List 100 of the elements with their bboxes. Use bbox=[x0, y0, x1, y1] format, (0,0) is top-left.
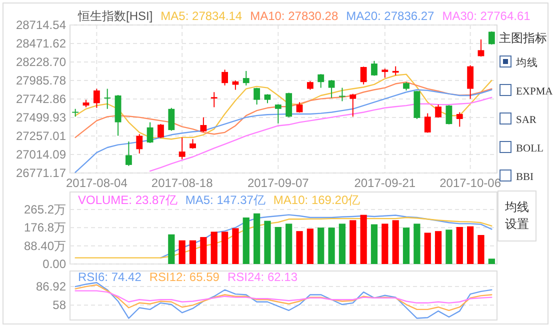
candlestick bbox=[104, 88, 111, 110]
y-tick-label: 88.40万 bbox=[24, 238, 66, 253]
line-series bbox=[74, 89, 492, 173]
bar bbox=[350, 220, 356, 264]
candlestick bbox=[488, 30, 495, 46]
candlestick bbox=[467, 64, 474, 100]
candlestick bbox=[168, 107, 175, 132]
line-series bbox=[160, 214, 492, 258]
bar bbox=[264, 220, 271, 264]
text: MA5: 27834.14 bbox=[160, 9, 242, 23]
candlestick bbox=[350, 93, 356, 118]
line-series bbox=[74, 284, 492, 311]
bar bbox=[392, 220, 399, 264]
series-label: MA5: 147.37亿 bbox=[185, 193, 266, 207]
candlestick bbox=[446, 104, 452, 125]
text: VOLUME: 23.87亿 bbox=[78, 193, 178, 207]
text: BBI bbox=[516, 172, 534, 183]
candlestick bbox=[136, 134, 143, 154]
y-tick-label: 28714.54 bbox=[16, 18, 66, 32]
x-tick-label: 2017-09-21 bbox=[354, 176, 416, 190]
bar bbox=[338, 224, 346, 264]
candlestick bbox=[286, 92, 292, 118]
bar bbox=[360, 214, 367, 264]
candlestick bbox=[318, 74, 324, 88]
bar bbox=[370, 224, 378, 264]
candlestick bbox=[200, 116, 207, 132]
candlestick bbox=[392, 66, 399, 76]
bar bbox=[382, 224, 388, 264]
series-label: RSI24: 62.13 bbox=[227, 270, 298, 284]
bar bbox=[274, 226, 282, 264]
candlestick bbox=[478, 38, 484, 58]
y-tick-label: 0.00 bbox=[42, 257, 66, 271]
candlestick bbox=[274, 104, 282, 124]
y-tick-label: 27014.09 bbox=[16, 148, 66, 162]
bar bbox=[242, 218, 250, 264]
y-tick-label: 86.92 bbox=[36, 280, 66, 294]
series-label: MA10: 169.20亿 bbox=[273, 193, 360, 207]
y-tick-label: 265.2万 bbox=[24, 202, 66, 216]
candlestick bbox=[328, 80, 335, 98]
candlestick bbox=[210, 92, 218, 108]
candlestick bbox=[424, 112, 431, 134]
text: MA20: 27836.27 bbox=[346, 9, 435, 23]
bar bbox=[424, 232, 431, 264]
bar bbox=[254, 213, 260, 264]
candlestick bbox=[93, 88, 100, 108]
candlestick bbox=[146, 122, 154, 144]
candlestick bbox=[158, 123, 164, 139]
candlestick bbox=[371, 60, 378, 76]
text: MA30: 27764.61 bbox=[442, 9, 531, 23]
candlestick bbox=[190, 138, 196, 150]
y-tick-label: 28228.70 bbox=[16, 55, 66, 69]
text: 主图指标 bbox=[499, 31, 547, 45]
bar bbox=[306, 228, 314, 264]
candlestick bbox=[296, 102, 303, 114]
candlestick bbox=[456, 112, 463, 128]
y-tick-label: 58 bbox=[52, 298, 66, 312]
bar bbox=[210, 232, 218, 264]
y-tick-label: 28471.62 bbox=[16, 36, 66, 50]
y-tick-label: 27985.78 bbox=[16, 74, 66, 88]
y-tick-label: 27257.01 bbox=[16, 129, 66, 143]
bar bbox=[467, 226, 474, 264]
bar bbox=[414, 224, 420, 264]
candlestick bbox=[222, 69, 228, 86]
series-label: RSI6: 74.42 bbox=[78, 270, 142, 284]
chart-title: 恒生指数[HSI] bbox=[77, 9, 153, 23]
candlestick bbox=[435, 104, 442, 118]
bar bbox=[328, 228, 335, 264]
candlestick bbox=[242, 70, 250, 86]
bar bbox=[446, 230, 452, 264]
candlestick bbox=[178, 136, 186, 160]
y-tick-label: 26771.17 bbox=[16, 166, 66, 180]
candlestick bbox=[339, 87, 346, 102]
series-label: RSI12: 65.59 bbox=[149, 270, 220, 284]
x-tick-label: 2017-09-07 bbox=[247, 176, 310, 190]
bar bbox=[296, 231, 303, 264]
bar bbox=[178, 240, 186, 264]
bar bbox=[434, 231, 442, 264]
bar bbox=[456, 226, 463, 264]
candlestick bbox=[254, 87, 260, 106]
y-tick-label: 27742.86 bbox=[16, 92, 66, 106]
candlestick bbox=[126, 140, 132, 166]
candlestick bbox=[382, 68, 388, 78]
bar bbox=[200, 237, 207, 264]
text: EXPMA bbox=[516, 86, 554, 98]
x-tick-label: 2017-08-04 bbox=[66, 176, 128, 190]
bar bbox=[189, 240, 196, 264]
bar bbox=[286, 224, 292, 264]
text: MA10: 27830.28 bbox=[250, 9, 338, 23]
x-tick-label: 2017-08-18 bbox=[151, 176, 214, 190]
y-tick-label: 27499.93 bbox=[16, 110, 66, 124]
text: 均线设置 bbox=[504, 200, 529, 231]
bar bbox=[232, 228, 239, 264]
line-series bbox=[74, 290, 492, 304]
bar bbox=[168, 234, 175, 264]
x-tick-label: 2017-10-06 bbox=[440, 176, 502, 190]
text: BOLL bbox=[516, 144, 544, 154]
line-series bbox=[149, 96, 492, 172]
bar bbox=[402, 228, 410, 264]
line-series bbox=[74, 282, 492, 319]
bar bbox=[221, 232, 228, 264]
